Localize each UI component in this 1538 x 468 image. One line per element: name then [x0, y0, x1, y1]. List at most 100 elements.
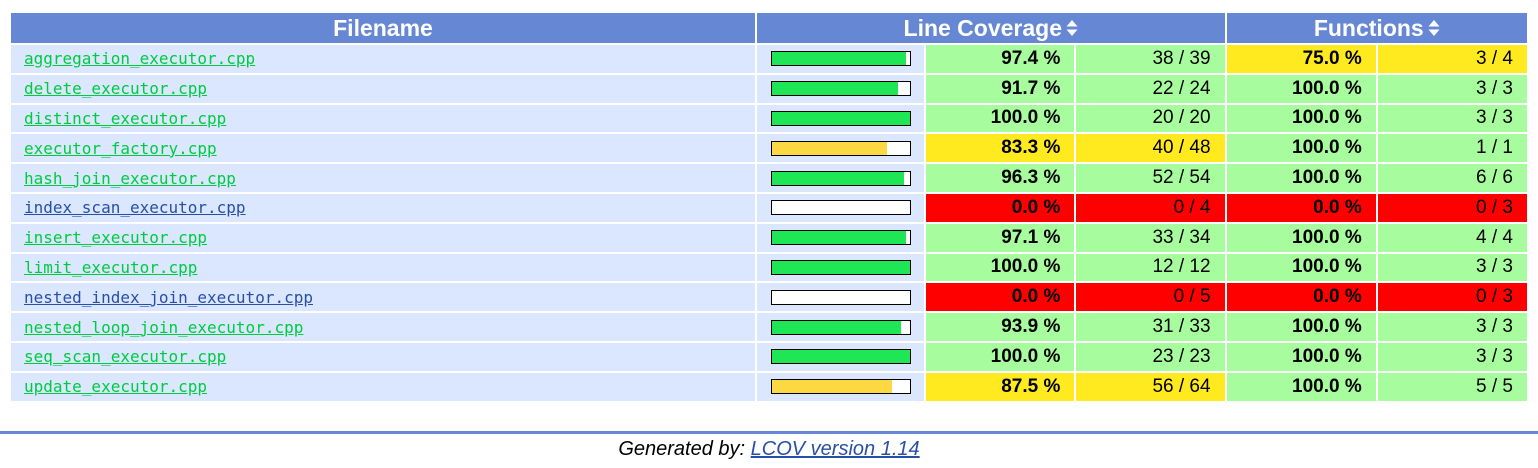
header-filename-label: Filename [333, 14, 433, 41]
line-coverage-percent: 100.0 % [926, 342, 1075, 371]
header-functions[interactable]: Functions [1226, 13, 1527, 43]
sort-icon[interactable] [1428, 19, 1440, 37]
header-filename[interactable]: Filename [11, 13, 755, 43]
function-coverage-count: 3 / 3 [1377, 74, 1527, 103]
coverage-bar [770, 379, 911, 395]
file-link[interactable]: insert_executor.cpp [24, 228, 208, 248]
line-coverage-percent: 97.1 % [926, 223, 1075, 252]
coverage-table-container: Filename Line Coverage Functions aggrega… [11, 13, 1527, 401]
generated-by-label: Generated by: [618, 438, 746, 460]
table-row: distinct_executor.cpp 100.0 % 20 / 20 100.0… [11, 104, 1527, 133]
table-row: aggregation_executor.cpp 97.4 % 38 / 39 75.… [11, 45, 1527, 73]
line-coverage-count: 56 / 64 [1076, 372, 1225, 401]
filename-cell: nested_loop_join_executor.cpp [11, 313, 755, 341]
table-row: seq_scan_executor.cpp 100.0 % 23 / 23 100.0… [11, 342, 1527, 371]
table-row: limit_executor.cpp 100.0 % 12 / 12 100.0 % 3… [11, 253, 1527, 282]
coverage-bar-fill [771, 380, 893, 394]
coverage-bar [770, 170, 911, 186]
table-header-row: Filename Line Coverage Functions [11, 13, 1527, 43]
coverage-bar [770, 289, 911, 305]
coverage-bar-fill [771, 260, 910, 274]
coverage-bar [770, 81, 911, 97]
coverage-bar [770, 110, 911, 126]
table-row: hash_join_executor.cpp 96.3 % 52 / 54 100.0… [11, 164, 1527, 192]
file-link[interactable]: seq_scan_executor.cpp [24, 347, 227, 367]
line-coverage-percent: 93.9 % [926, 313, 1075, 341]
file-link[interactable]: limit_executor.cpp [24, 257, 198, 277]
coverage-bar-cell [756, 372, 925, 401]
footer: Generated by: LCOV version 1.14 [0, 438, 1538, 461]
table-row: nested_index_join_executor.cpp 0.0 % 0 / 5… [11, 283, 1527, 312]
function-coverage-percent: 0.0 % [1226, 283, 1376, 312]
table-row: delete_executor.cpp 91.7 % 22 / 24 100.0 % 3… [11, 74, 1527, 103]
coverage-bar-fill [771, 231, 906, 245]
function-coverage-percent: 100.0 % [1226, 253, 1376, 282]
line-coverage-count: 22 / 24 [1076, 74, 1225, 103]
function-coverage-percent: 100.0 % [1226, 74, 1376, 103]
file-link[interactable]: executor_factory.cpp [24, 138, 217, 158]
filename-cell: index_scan_executor.cpp [11, 193, 755, 222]
coverage-bar [770, 259, 911, 275]
coverage-bar-cell [756, 223, 925, 252]
filename-cell: nested_index_join_executor.cpp [11, 283, 755, 312]
line-coverage-percent: 0.0 % [926, 283, 1075, 312]
file-link[interactable]: distinct_executor.cpp [24, 108, 227, 128]
function-coverage-percent: 100.0 % [1226, 164, 1376, 192]
filename-cell: distinct_executor.cpp [11, 104, 755, 133]
coverage-bar-fill [771, 171, 905, 185]
function-coverage-percent: 100.0 % [1226, 104, 1376, 133]
filename-cell: update_executor.cpp [11, 372, 755, 401]
file-link[interactable]: nested_index_join_executor.cpp [24, 287, 313, 307]
function-coverage-count: 1 / 1 [1377, 134, 1527, 163]
coverage-bar-fill [771, 141, 887, 155]
coverage-bar-cell [756, 74, 925, 103]
function-coverage-count: 3 / 3 [1377, 313, 1527, 341]
header-line-coverage[interactable]: Line Coverage [756, 13, 1225, 43]
function-coverage-count: 4 / 4 [1377, 223, 1527, 252]
coverage-bar-cell [756, 283, 925, 312]
sort-icon[interactable] [1066, 19, 1078, 37]
coverage-bar [770, 51, 911, 67]
coverage-bar-cell [756, 253, 925, 282]
function-coverage-percent: 100.0 % [1226, 342, 1376, 371]
file-link[interactable]: hash_join_executor.cpp [24, 168, 236, 188]
line-coverage-percent: 100.0 % [926, 104, 1075, 133]
line-coverage-percent: 87.5 % [926, 372, 1075, 401]
file-link[interactable]: aggregation_executor.cpp [24, 49, 256, 69]
lcov-version-link[interactable]: LCOV version 1.14 [750, 438, 920, 460]
coverage-bar-cell [756, 313, 925, 341]
header-line-coverage-label: Line Coverage [903, 14, 1063, 41]
line-coverage-count: 0 / 4 [1076, 193, 1225, 222]
file-link[interactable]: delete_executor.cpp [24, 79, 208, 99]
filename-cell: executor_factory.cpp [11, 134, 755, 163]
line-coverage-percent: 96.3 % [926, 164, 1075, 192]
coverage-bar [770, 230, 911, 246]
function-coverage-percent: 100.0 % [1226, 223, 1376, 252]
table-row: insert_executor.cpp 97.1 % 33 / 34 100.0 % 4… [11, 223, 1527, 252]
function-coverage-percent: 100.0 % [1226, 313, 1376, 341]
coverage-bar-fill [771, 82, 899, 96]
coverage-bar-cell [756, 104, 925, 133]
coverage-bar-fill [771, 111, 910, 125]
line-coverage-count: 38 / 39 [1076, 45, 1225, 73]
file-link[interactable]: update_executor.cpp [24, 377, 208, 397]
coverage-bar-cell [756, 342, 925, 371]
function-coverage-count: 0 / 3 [1377, 283, 1527, 312]
line-coverage-count: 20 / 20 [1076, 104, 1225, 133]
coverage-bar [770, 349, 911, 365]
function-coverage-count: 6 / 6 [1377, 164, 1527, 192]
table-row: index_scan_executor.cpp 0.0 % 0 / 4 0.0 % 0 … [11, 193, 1527, 222]
function-coverage-percent: 75.0 % [1226, 45, 1376, 73]
coverage-table: Filename Line Coverage Functions aggrega… [9, 11, 1529, 403]
filename-cell: hash_join_executor.cpp [11, 164, 755, 192]
coverage-bar-fill [771, 320, 902, 334]
line-coverage-count: 31 / 33 [1076, 313, 1225, 341]
filename-cell: aggregation_executor.cpp [11, 45, 755, 73]
file-link[interactable]: index_scan_executor.cpp [24, 198, 246, 218]
coverage-bar [770, 140, 911, 156]
file-link[interactable]: nested_loop_join_executor.cpp [24, 317, 304, 337]
function-coverage-count: 3 / 3 [1377, 104, 1527, 133]
table-row: update_executor.cpp 87.5 % 56 / 64 100.0 % 5… [11, 372, 1527, 401]
line-coverage-percent: 97.4 % [926, 45, 1075, 73]
line-coverage-count: 0 / 5 [1076, 283, 1225, 312]
